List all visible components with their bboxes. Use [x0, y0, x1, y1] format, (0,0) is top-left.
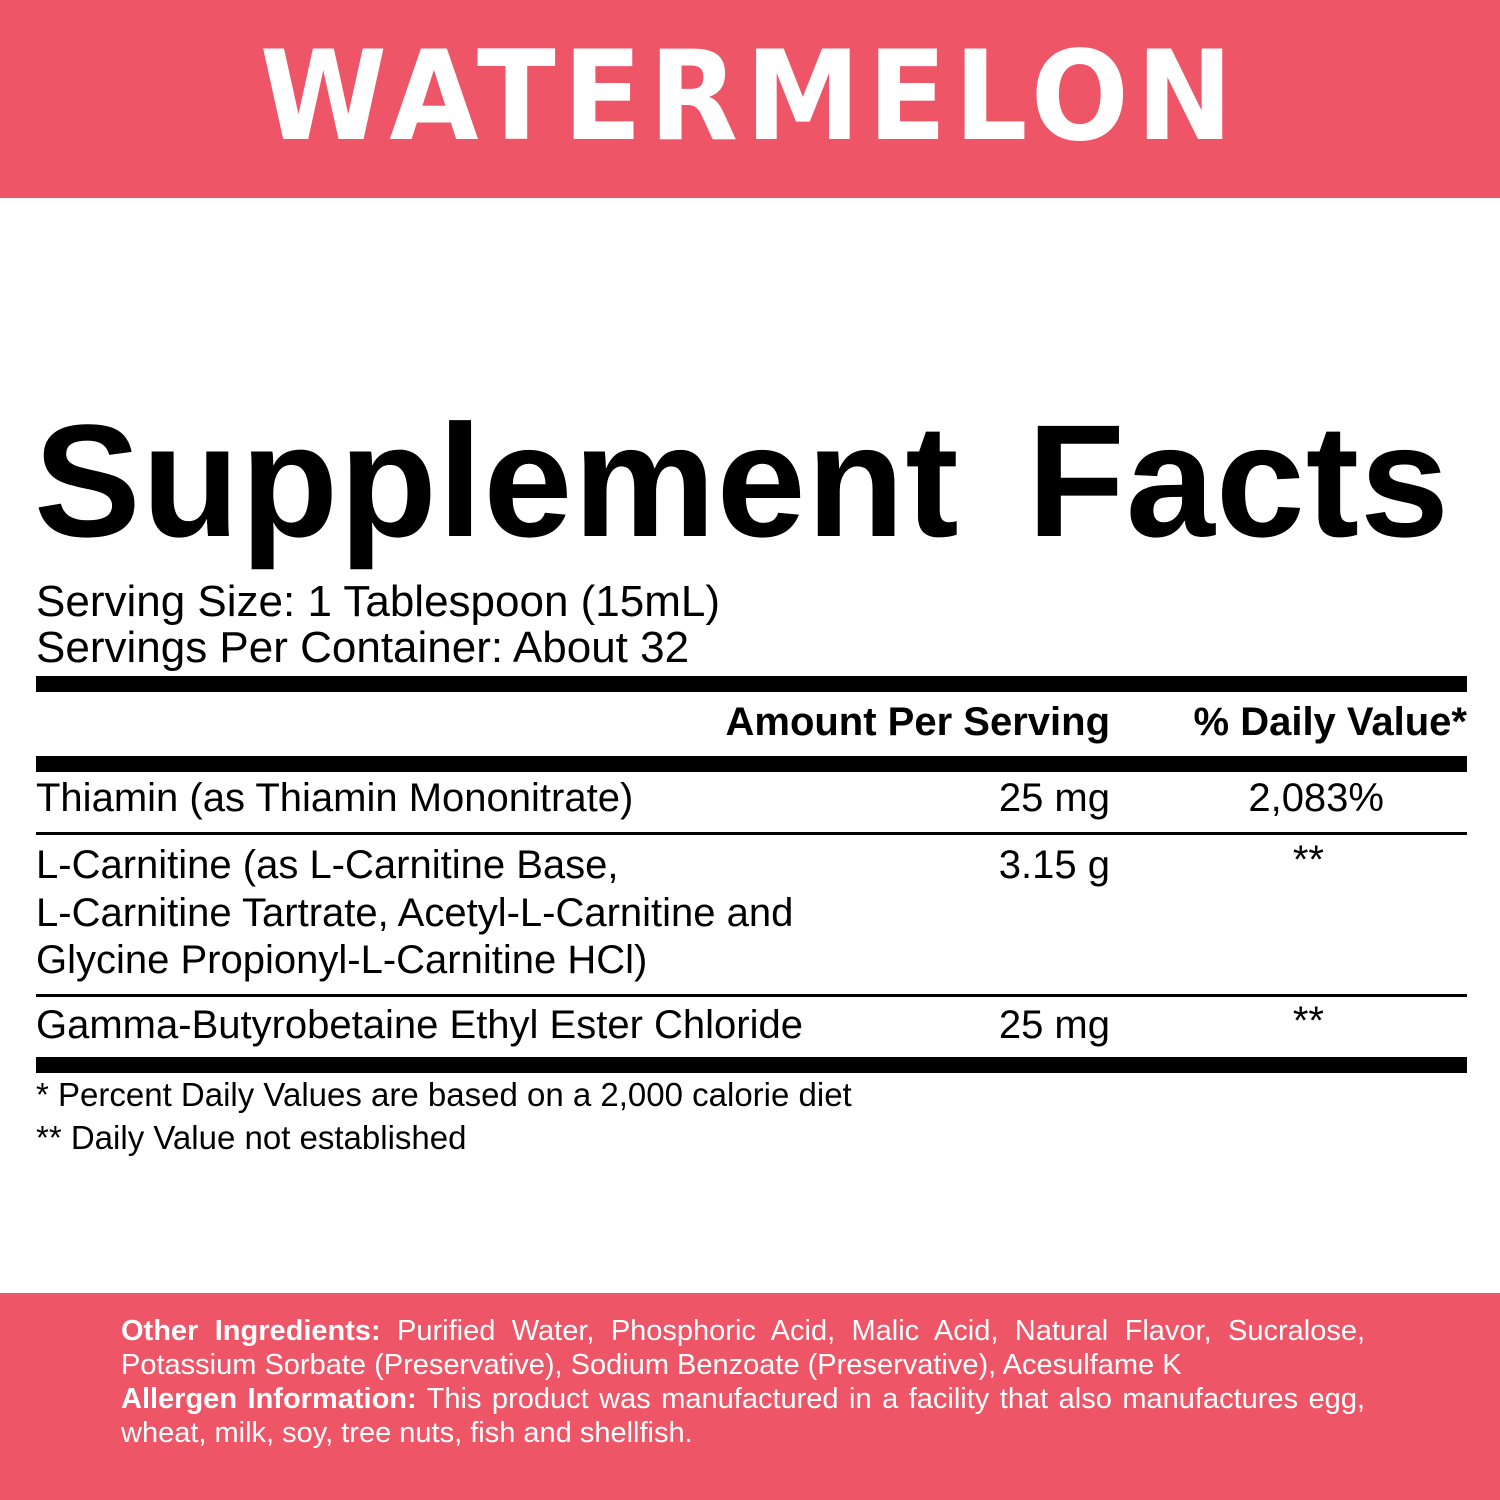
ingredient-dv: ** [1292, 838, 1324, 882]
other-ingredients: Other Ingredients: Purified Water, Phosp… [121, 1314, 1365, 1382]
ingredient-amount: 25 mg [998, 1003, 1110, 1047]
ingredient-name: Gamma-Butyrobetaine Ethyl Ester Chloride [36, 1003, 803, 1047]
footnote: * Percent Daily Values are based on a 2,… [36, 1076, 852, 1113]
ingredient-name: L-Carnitine (as L-Carnitine Base, [36, 843, 619, 887]
serving-size: Serving Size: 1 Tablespoon (15mL) [36, 577, 721, 626]
divider-thin [36, 832, 1467, 835]
column-header-daily-value: % Daily Value* [1193, 700, 1467, 744]
column-header-amount: Amount Per Serving [725, 700, 1110, 744]
ingredient-name: Thiamin (as Thiamin Mononitrate) [36, 776, 634, 820]
ingredient-dv: 2,083% [1248, 776, 1384, 820]
ingredients-panel [0, 1293, 1500, 1500]
ingredients-text: Other Ingredients: Purified Water, Phosp… [121, 1314, 1365, 1450]
divider-thick [36, 1057, 1467, 1073]
other-ingredients-label: Other Ingredients: [121, 1315, 381, 1347]
ingredient-dv: ** [1292, 999, 1324, 1043]
allergen-label: Allergen Information: [121, 1383, 417, 1415]
allergen-text: This product was manufactured in a facil… [121, 1383, 1365, 1449]
divider-thin [36, 994, 1467, 997]
ingredient-name: Glycine Propionyl-L-Carnitine HCl) [36, 938, 648, 982]
ingredient-amount: 3.15 g [998, 843, 1110, 887]
ingredient-name: L-Carnitine Tartrate, Acetyl-L-Carnitine… [36, 891, 794, 935]
flavor-banner: WATERMELON [0, 0, 1500, 198]
ingredient-amount: 25 mg [998, 776, 1110, 820]
servings-per-container: Servings Per Container: About 32 [36, 623, 690, 672]
divider-thick [36, 676, 1467, 692]
flavor-name: WATERMELON [259, 25, 1241, 169]
divider-thick [36, 756, 1467, 772]
page-title: Supplement Facts [34, 391, 1451, 570]
allergen-information: Allergen Information: This product was m… [121, 1382, 1365, 1450]
footnote: ** Daily Value not established [36, 1119, 467, 1156]
other-ingredients-list: Purified Water, Phosphoric Acid, Malic A… [121, 1315, 1366, 1381]
